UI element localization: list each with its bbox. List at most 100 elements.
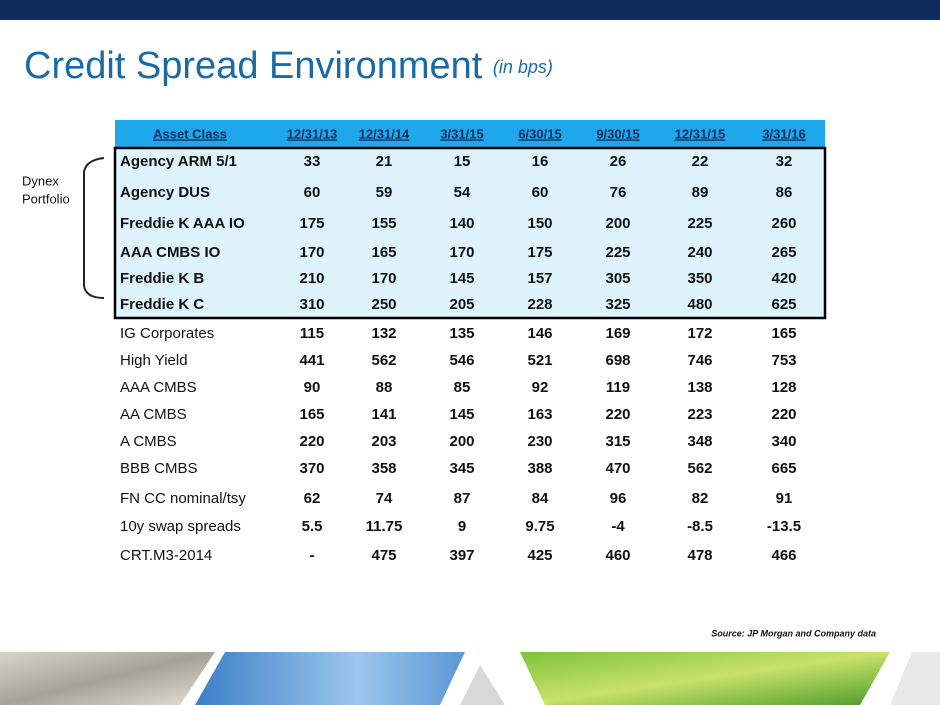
cell: 665 xyxy=(771,460,796,477)
row-label: AA CMBS xyxy=(120,406,187,423)
cell: 315 xyxy=(605,433,630,450)
cell: 150 xyxy=(527,215,552,232)
cell: -8.5 xyxy=(687,518,713,535)
cell: 420 xyxy=(771,270,796,287)
cell: 22 xyxy=(692,153,709,170)
header-row xyxy=(115,120,825,148)
footer-image xyxy=(890,652,940,705)
row-label: IG Corporates xyxy=(120,325,214,342)
cell: 460 xyxy=(605,547,630,564)
cell: 145 xyxy=(449,270,474,287)
cell: 310 xyxy=(299,296,324,313)
cell: 88 xyxy=(376,379,393,396)
cell: 165 xyxy=(371,244,396,261)
cell: 220 xyxy=(299,433,324,450)
cell: 59 xyxy=(376,184,393,201)
cell: 89 xyxy=(692,184,709,201)
cell: 240 xyxy=(687,244,712,261)
row-label: Freddie K AAA IO xyxy=(120,215,245,232)
cell: 145 xyxy=(449,406,474,423)
header-bar xyxy=(0,0,940,20)
cell: 9 xyxy=(458,518,466,535)
cell: 350 xyxy=(687,270,712,287)
header-cell: 12/31/14 xyxy=(359,126,410,141)
cell: 165 xyxy=(299,406,324,423)
source-note: Source: JP Morgan and Company data xyxy=(711,628,876,638)
cell: 91 xyxy=(776,490,793,507)
cell: 698 xyxy=(605,352,630,369)
cell: 26 xyxy=(610,153,627,170)
footer-image xyxy=(520,652,890,705)
bracket-label: Portfolio xyxy=(22,191,70,206)
cell: 265 xyxy=(771,244,796,261)
cell: 225 xyxy=(687,215,712,232)
cell: 260 xyxy=(771,215,796,232)
cell: 21 xyxy=(376,153,393,170)
cell: 87 xyxy=(454,490,471,507)
header-cell: 12/31/15 xyxy=(675,126,726,141)
cell: 480 xyxy=(687,296,712,313)
row-label: Agency DUS xyxy=(120,184,210,201)
cell: 165 xyxy=(771,325,796,342)
header-cell: Asset Class xyxy=(153,126,227,141)
row-label: 10y swap spreads xyxy=(120,518,241,535)
cell: 225 xyxy=(605,244,630,261)
header-cell: 12/31/13 xyxy=(287,126,338,141)
cell: 170 xyxy=(449,244,474,261)
row-label: A CMBS xyxy=(120,433,177,450)
cell: 200 xyxy=(449,433,474,450)
row-label: AAA CMBS IO xyxy=(120,244,221,261)
cell: 128 xyxy=(771,379,796,396)
portfolio-band xyxy=(113,146,827,320)
cell: 753 xyxy=(771,352,796,369)
cell: 62 xyxy=(304,490,321,507)
cell: 358 xyxy=(371,460,396,477)
row-label: BBB CMBS xyxy=(120,460,198,477)
cell: 132 xyxy=(371,325,396,342)
footer-image xyxy=(460,665,505,705)
cell: 340 xyxy=(771,433,796,450)
cell: 205 xyxy=(449,296,474,313)
cell: 9.75 xyxy=(525,518,554,535)
cell: 170 xyxy=(371,270,396,287)
cell: 170 xyxy=(299,244,324,261)
row-label: CRT.M3-2014 xyxy=(120,547,212,564)
row-label: AAA CMBS xyxy=(120,379,197,396)
cell: 115 xyxy=(300,325,324,342)
cell: 370 xyxy=(299,460,324,477)
header-cell: 3/31/15 xyxy=(440,126,483,141)
row-label: High Yield xyxy=(120,352,188,369)
title-text: Credit Spread Environment xyxy=(24,45,483,87)
cell: 478 xyxy=(687,547,712,564)
cell: 220 xyxy=(771,406,796,423)
cell: 546 xyxy=(449,352,474,369)
footer-image xyxy=(195,652,465,705)
cell: 92 xyxy=(532,379,549,396)
row-label: FN CC nominal/tsy xyxy=(120,490,246,507)
cell: 60 xyxy=(532,184,549,201)
header-cell: 3/31/16 xyxy=(762,126,805,141)
cell: 175 xyxy=(299,215,324,232)
cell: 345 xyxy=(449,460,474,477)
cell: 86 xyxy=(776,184,793,201)
cell: 348 xyxy=(687,433,712,450)
cell: 138 xyxy=(687,379,712,396)
cell: 15 xyxy=(454,153,471,170)
cell: 172 xyxy=(687,325,712,342)
cell: 203 xyxy=(371,433,396,450)
cell: 175 xyxy=(527,244,552,261)
cell: 119 xyxy=(606,379,630,396)
cell: 16 xyxy=(532,153,549,170)
cell: 60 xyxy=(304,184,321,201)
bracket-label: Dynex xyxy=(22,173,59,188)
cell: - xyxy=(310,547,315,564)
cell: 250 xyxy=(371,296,396,313)
cell: 200 xyxy=(605,215,630,232)
cell: 220 xyxy=(605,406,630,423)
cell: 210 xyxy=(299,270,324,287)
cell: 32 xyxy=(776,153,793,170)
row-label: Freddie K C xyxy=(120,296,204,313)
cell: 140 xyxy=(449,215,474,232)
header-cell: 9/30/15 xyxy=(596,126,639,141)
